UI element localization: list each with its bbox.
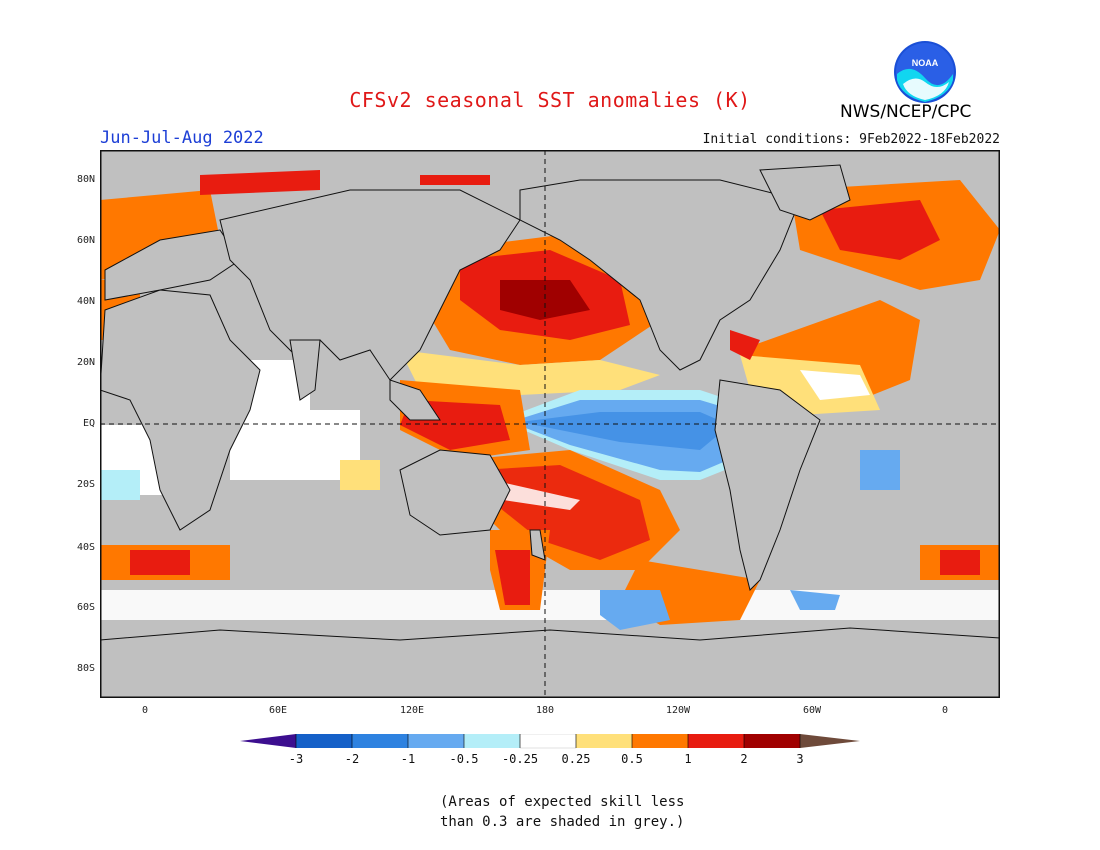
colorbar-label-neg3: -3 (288, 752, 304, 766)
lon-label-0: 0 (141, 705, 149, 716)
colorbar-arrow-low (240, 734, 296, 748)
lat-label-20s: 20S (76, 479, 95, 490)
lon-label-120w: 120W (665, 705, 691, 716)
lon-label-60e: 60E (268, 705, 288, 716)
lat-label-40n: 40N (76, 296, 95, 307)
colorbar-label-3: 3 (796, 752, 804, 766)
colorbar-label-neg1: -1 (400, 752, 416, 766)
lat-label-20n: 20N (76, 357, 95, 368)
lat-label-80s: 80S (76, 663, 95, 674)
lon-label-60w: 60W (802, 705, 822, 716)
skill-note: (Areas of expected skill less than 0.3 a… (440, 792, 760, 832)
skill-note-line2: than 0.3 are shaded in grey.) (440, 814, 685, 830)
map-frame (100, 150, 1000, 698)
svg-text:NOAA: NOAA (912, 58, 939, 68)
colorbar-label-05: 0.5 (621, 752, 643, 766)
lat-label-80n: 80N (76, 174, 95, 185)
map-title: CFSv2 seasonal SST anomalies (K) (349, 88, 751, 112)
anomaly-fields (100, 170, 1000, 630)
colorbar-label-1: 1 (684, 752, 692, 766)
lat-label-40s: 40S (76, 542, 95, 553)
skill-note-line1: (Areas of expected skill less (440, 794, 685, 810)
lat-label-eq: EQ (82, 418, 95, 429)
colorbar (240, 734, 860, 749)
colorbar-label-neg2: -2 (344, 752, 360, 766)
sst-anomaly-map (100, 150, 1000, 698)
colorbar-label-neg05: -0.5 (449, 752, 479, 766)
lon-label-0-east: 0 (941, 705, 949, 716)
colorbar-label-2: 2 (740, 752, 748, 766)
continent-outlines (100, 164, 1000, 698)
lon-label-180: 180 (535, 705, 555, 716)
colorbar-label-025: 0.25 (561, 752, 591, 766)
agency-label: NWS/NCEP/CPC (840, 102, 972, 122)
colorbar-arrow-high (800, 734, 860, 748)
lon-label-120e: 120E (399, 705, 425, 716)
lat-label-60n: 60N (76, 235, 95, 246)
noaa-logo: NOAA (894, 41, 956, 103)
colorbar-label-neg025: -0.25 (501, 752, 539, 766)
initial-conditions-label: Initial conditions: 9Feb2022-18Feb2022 (702, 132, 1000, 147)
season-label: Jun-Jul-Aug 2022 (100, 128, 264, 148)
lat-label-60s: 60S (76, 602, 95, 613)
